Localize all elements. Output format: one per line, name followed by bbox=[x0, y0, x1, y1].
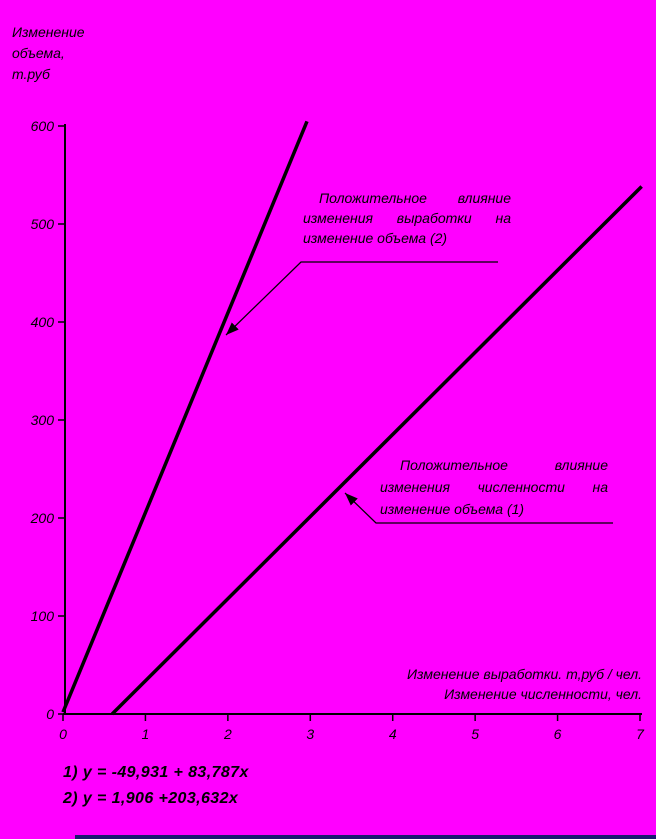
x-tick-label: 0 bbox=[59, 726, 67, 742]
equation-1: 1) y = -49,931 + 83,787x bbox=[63, 764, 249, 781]
y-tick-label: 300 bbox=[30, 412, 54, 428]
annotation-headcount-line-1: Положительное влияние bbox=[400, 457, 608, 473]
y-axis-title: Изменение объема, т.руб bbox=[12, 22, 85, 85]
y-tick-label: 600 bbox=[30, 118, 54, 134]
x-axis-title-line-2: Изменение численности, чел. bbox=[444, 686, 642, 702]
bottom-edge-strip bbox=[75, 835, 656, 839]
y-tick-label: 500 bbox=[30, 216, 54, 232]
x-tick-label: 1 bbox=[141, 726, 150, 742]
y-tick-marks bbox=[58, 125, 65, 715]
series-line-productivity-2 bbox=[61, 120, 309, 713]
annotation-productivity-line-1: Положительное влияние bbox=[319, 190, 511, 206]
x-tick-label: 3 bbox=[306, 726, 315, 742]
series-line-headcount-1 bbox=[110, 185, 643, 716]
x-axis-title: Изменение выработки. т,руб / чел. Измене… bbox=[340, 664, 642, 704]
y-axis-title-line-1: Изменение bbox=[12, 24, 85, 40]
y-tick-label: 100 bbox=[30, 608, 54, 624]
annotation-productivity: Положительное влияние изменения выработк… bbox=[303, 188, 511, 248]
callout-arrow-productivity bbox=[225, 261, 498, 336]
y-tick-label: 200 bbox=[30, 510, 54, 526]
annotation-productivity-line-3: изменение объема (2) bbox=[303, 230, 448, 246]
y-tick-label: 0 bbox=[46, 706, 54, 722]
x-tick-label: 7 bbox=[636, 726, 644, 742]
x-axis-title-line-1: Изменение выработки. т,руб / чел. bbox=[406, 666, 642, 682]
x-tick-marks bbox=[62, 714, 641, 721]
annotation-headcount-line-2: изменения численности на bbox=[380, 479, 608, 495]
y-tick-label: 400 bbox=[30, 314, 54, 330]
x-tick-label: 5 bbox=[471, 726, 480, 742]
equation-2: 2) y = 1,906 +203,632x bbox=[63, 790, 239, 807]
y-axis-tick-labels: 0 100 200 300 400 500 600 bbox=[18, 0, 54, 839]
x-tick-label: 6 bbox=[553, 726, 562, 742]
annotation-headcount-line-3: изменение объема (1) bbox=[380, 501, 525, 517]
annotation-headcount: Положительное влияние изменения численно… bbox=[380, 454, 608, 520]
regression-equations: 1) y = -49,931 + 83,787x 2) y = 1,906 +2… bbox=[63, 760, 249, 812]
annotation-productivity-line-2: изменения выработки на bbox=[303, 210, 511, 226]
y-axis-title-line-2: объема, bbox=[12, 45, 65, 61]
y-axis-title-line-3: т.руб bbox=[12, 66, 50, 82]
x-tick-label: 4 bbox=[388, 726, 397, 742]
callout-arrow-headcount bbox=[344, 492, 613, 524]
x-tick-label: 2 bbox=[223, 726, 232, 742]
